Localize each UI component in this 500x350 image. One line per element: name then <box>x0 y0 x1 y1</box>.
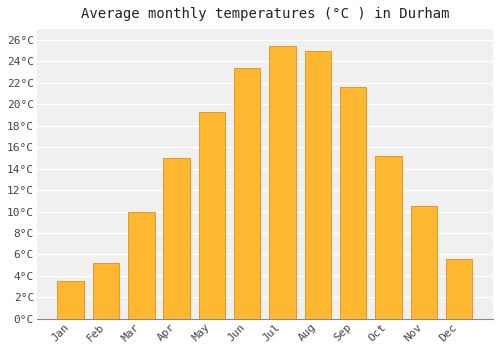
Bar <box>93 263 120 319</box>
Bar <box>234 68 260 319</box>
Bar <box>58 281 84 319</box>
Bar <box>164 158 190 319</box>
Bar <box>340 87 366 319</box>
Bar <box>270 46 296 319</box>
Title: Average monthly temperatures (°C ) in Durham: Average monthly temperatures (°C ) in Du… <box>80 7 449 21</box>
Bar <box>410 206 437 319</box>
Bar <box>304 50 331 319</box>
Bar <box>198 112 225 319</box>
Bar <box>375 156 402 319</box>
Bar <box>446 259 472 319</box>
Bar <box>128 211 154 319</box>
